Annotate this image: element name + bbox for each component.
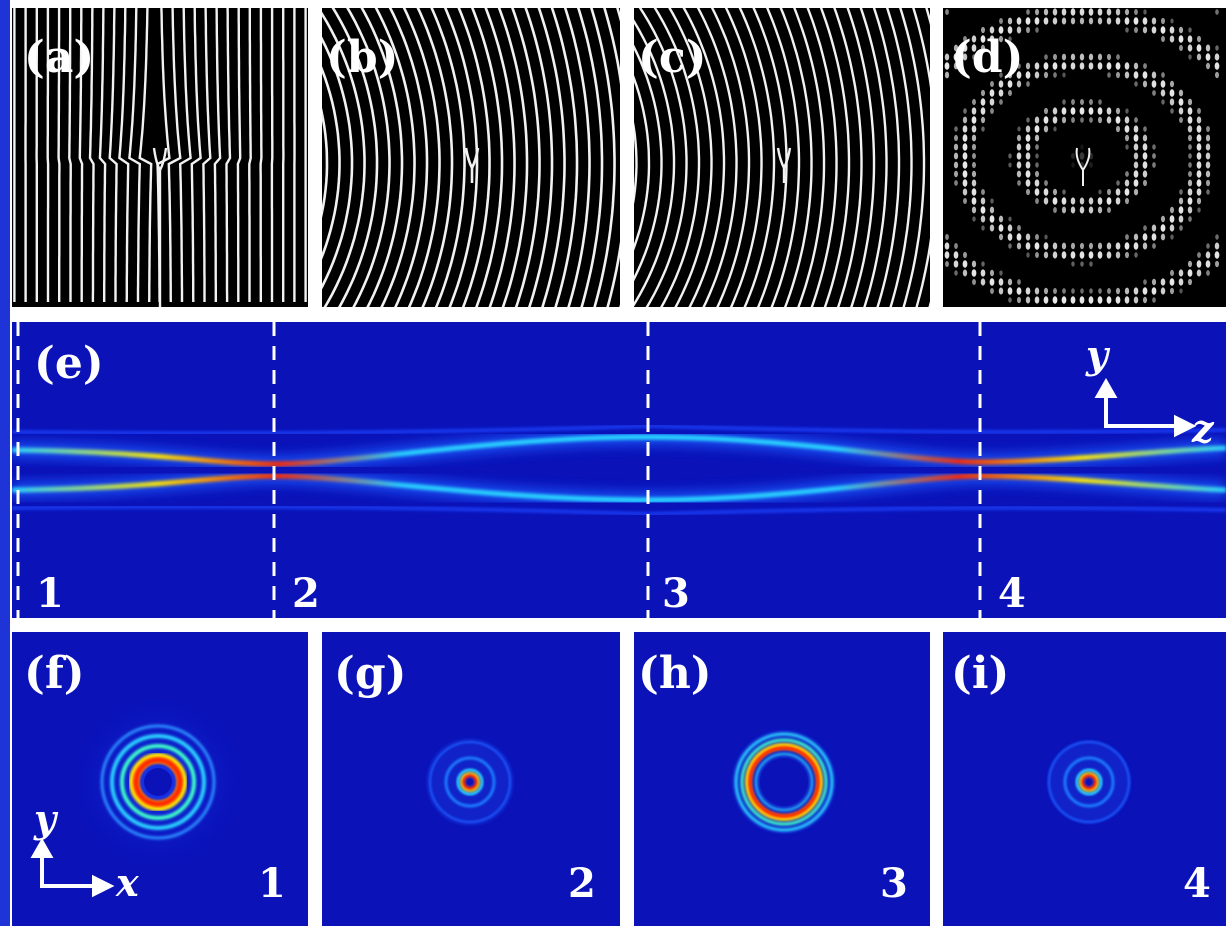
panel-label-d: (d)	[951, 32, 1024, 83]
left-edge-bar	[0, 0, 10, 926]
panel-label-a: (a)	[24, 32, 95, 83]
marker-4: 4	[998, 570, 1026, 617]
ring-beam-profile-2	[426, 738, 514, 826]
panel-label-e: (e)	[34, 338, 104, 389]
panel-b: (b)	[322, 8, 620, 307]
marker-1: 1	[36, 570, 64, 617]
ring-beam-profile-3	[732, 730, 836, 834]
dotted-ring-hologram	[944, 8, 1220, 304]
panel-number-f: 1	[258, 860, 286, 907]
marker-3: 3	[662, 570, 690, 617]
axis-label-y-f: y	[34, 796, 57, 841]
panel-number-i: 4	[1183, 860, 1211, 907]
arrow-right-icon	[1174, 414, 1197, 438]
fork-hologram-curved-opposite	[634, 8, 930, 307]
ring-beam-profile-4	[1047, 740, 1131, 824]
panel-number-h: 3	[880, 860, 908, 907]
panel-d: (d)	[943, 8, 1226, 307]
arrow-up-icon	[30, 837, 54, 858]
fork-hologram-straight	[13, 8, 307, 307]
arrow-right-icon	[92, 874, 115, 898]
axis-label-z-e: z	[1192, 406, 1214, 451]
panel-a: (a)	[12, 8, 308, 307]
panel-number-g: 2	[568, 860, 596, 907]
panel-label-i: (i)	[951, 648, 1010, 699]
panel-f: (f) 1 y x	[12, 632, 308, 926]
ring-beam-profile-1	[30, 690, 250, 898]
panel-e: (e) 1 2 3 4 y z	[12, 322, 1226, 618]
axis-label-x-f: x	[116, 860, 139, 905]
panel-label-h: (h)	[638, 648, 712, 699]
panel-label-b: (b)	[326, 32, 399, 83]
panel-g: (g) 2	[322, 632, 620, 926]
panel-label-f: (f)	[24, 648, 85, 699]
fork-hologram-curved	[322, 8, 620, 307]
panel-h: (h) 3	[634, 632, 930, 926]
arrow-up-icon	[1094, 377, 1118, 398]
marker-2: 2	[292, 570, 320, 617]
panel-label-c: (c)	[638, 32, 707, 83]
panel-label-g: (g)	[334, 648, 407, 699]
upper-beam	[12, 434, 1226, 467]
propagation-intensity-map	[12, 322, 1226, 618]
axis-label-y-e: y	[1086, 332, 1109, 377]
panel-c: (c)	[634, 8, 930, 307]
panel-i: (i) 4	[943, 632, 1226, 926]
